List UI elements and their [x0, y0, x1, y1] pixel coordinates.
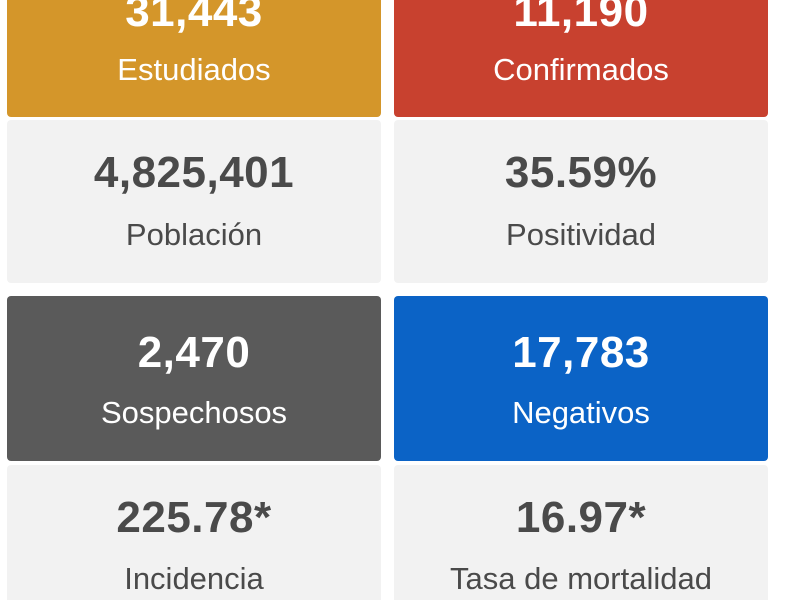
stat-label: Tasa de mortalidad: [450, 561, 712, 596]
stat-card-sospechosos: 2,470 Sospechosos: [7, 296, 381, 461]
stat-label: Sospechosos: [100, 395, 288, 430]
stat-value: 4,825,401: [93, 148, 295, 197]
stat-value: 225.78*: [116, 493, 272, 542]
stat-value: 17,783: [512, 328, 650, 377]
stat-card-estudiados: 31,443 Estudiados: [7, 0, 381, 117]
stat-value: 11,190: [513, 0, 649, 36]
stat-label: Población: [125, 217, 263, 252]
stat-label: Estudiados: [117, 52, 271, 87]
stat-card-tasa-mortalidad: 16.97* Tasa de mortalidad: [394, 465, 768, 600]
stat-card-confirmados: 11,190 Confirmados: [394, 0, 768, 117]
stat-card-negativos: 17,783 Negativos: [394, 296, 768, 461]
stat-value: 16.97*: [515, 493, 647, 542]
stat-card-positividad: 35.59% Positividad: [394, 120, 768, 283]
stat-label: Negativos: [512, 395, 650, 430]
stat-label: Positividad: [506, 217, 656, 252]
stat-label: Confirmados: [493, 52, 669, 87]
stat-card-incidencia: 225.78* Incidencia: [7, 465, 381, 600]
stat-card-poblacion: 4,825,401 Población: [7, 120, 381, 283]
stat-value: 31,443: [125, 0, 263, 36]
stat-label: Incidencia: [124, 561, 264, 596]
stat-value: 35.59%: [504, 148, 658, 197]
stat-value: 2,470: [137, 328, 251, 377]
